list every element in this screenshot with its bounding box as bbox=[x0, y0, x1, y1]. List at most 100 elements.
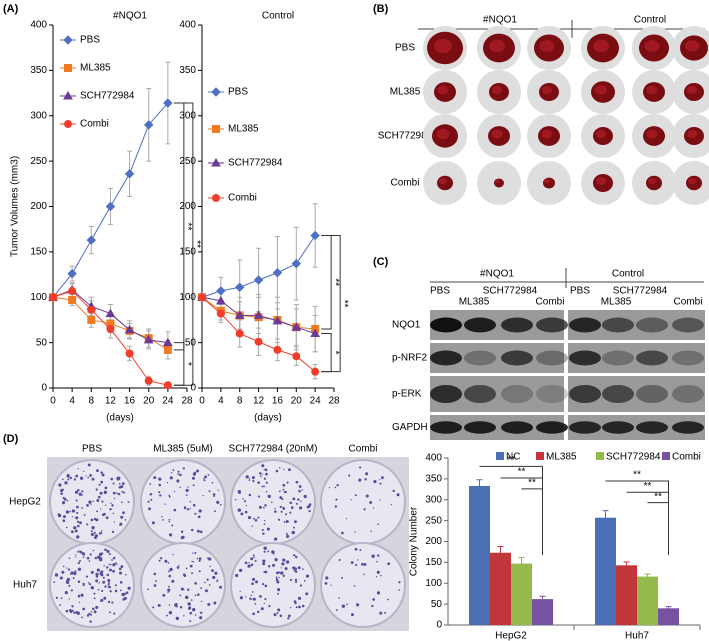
colony bbox=[104, 504, 107, 506]
colony bbox=[168, 533, 173, 537]
x-tick-label: HepG2 bbox=[495, 631, 527, 641]
row-label: HepG2 bbox=[9, 497, 41, 508]
colony bbox=[192, 503, 196, 507]
colony bbox=[190, 528, 194, 532]
colony bbox=[92, 500, 94, 503]
colony bbox=[208, 490, 211, 493]
colony bbox=[91, 477, 95, 481]
colony bbox=[271, 501, 273, 503]
y-tick-label: 100 bbox=[30, 292, 47, 303]
colony bbox=[107, 583, 110, 586]
colony bbox=[71, 509, 76, 513]
row-label: PBS bbox=[395, 43, 415, 54]
colony bbox=[61, 478, 64, 481]
lane-label: ML385 bbox=[601, 297, 632, 308]
colony bbox=[104, 585, 107, 588]
colony bbox=[95, 572, 99, 576]
colony bbox=[346, 603, 348, 606]
colony bbox=[263, 519, 266, 522]
colony bbox=[158, 491, 161, 494]
colony bbox=[275, 578, 279, 581]
panel-label: (C) bbox=[373, 256, 389, 268]
colony bbox=[171, 524, 174, 527]
colony bbox=[65, 580, 70, 585]
colony bbox=[295, 555, 298, 559]
colony bbox=[92, 607, 95, 611]
colony bbox=[257, 516, 260, 519]
tumor-highlight bbox=[434, 38, 452, 54]
lane-label: SCH772984 bbox=[483, 286, 538, 297]
colony bbox=[53, 581, 56, 583]
colony bbox=[111, 559, 113, 561]
colony bbox=[113, 521, 115, 523]
marker bbox=[68, 286, 77, 295]
column-label: SCH772984 (20nM) bbox=[229, 444, 318, 455]
marker bbox=[310, 230, 320, 241]
colony bbox=[245, 505, 247, 507]
colony bbox=[118, 567, 122, 571]
colony bbox=[168, 570, 170, 573]
colony bbox=[211, 481, 214, 484]
colony bbox=[112, 512, 115, 515]
marker bbox=[106, 325, 115, 334]
colony bbox=[363, 508, 366, 511]
colony bbox=[119, 522, 123, 526]
group-label: #NQO1 bbox=[483, 15, 517, 26]
colony bbox=[167, 591, 169, 594]
blot-band bbox=[636, 317, 668, 333]
colony bbox=[104, 486, 108, 490]
colony bbox=[161, 515, 163, 518]
colony bbox=[250, 557, 254, 561]
marker bbox=[87, 305, 96, 314]
sig-label: ** bbox=[644, 481, 652, 492]
colony bbox=[64, 590, 68, 595]
colony bbox=[248, 561, 250, 564]
colony bbox=[116, 477, 120, 481]
blot-band bbox=[636, 350, 668, 366]
colony bbox=[97, 588, 100, 591]
blot-band bbox=[569, 350, 601, 366]
colony bbox=[259, 595, 262, 598]
colony bbox=[87, 463, 91, 467]
y-tick-label: 250 bbox=[30, 156, 47, 167]
colony bbox=[202, 494, 204, 497]
colony bbox=[248, 479, 251, 481]
colony bbox=[289, 607, 292, 609]
row-label: NQO1 bbox=[392, 320, 421, 331]
marker bbox=[124, 324, 135, 334]
colony bbox=[243, 500, 247, 503]
blot-band bbox=[430, 421, 462, 434]
colony bbox=[247, 566, 249, 568]
colony bbox=[92, 549, 95, 552]
colony bbox=[219, 503, 222, 506]
colony bbox=[356, 603, 360, 607]
sig-bracket bbox=[500, 477, 543, 555]
colony bbox=[335, 498, 338, 501]
colony bbox=[112, 563, 116, 567]
colony bbox=[213, 601, 217, 605]
x-tick-label: 20 bbox=[143, 396, 155, 407]
marker bbox=[124, 169, 135, 179]
colony bbox=[127, 501, 130, 503]
blot-band bbox=[672, 421, 704, 434]
colony bbox=[165, 614, 168, 617]
colony bbox=[151, 521, 155, 525]
colony bbox=[79, 559, 81, 562]
colony bbox=[75, 556, 77, 558]
colony bbox=[254, 602, 257, 605]
colony bbox=[152, 606, 155, 609]
colony bbox=[295, 581, 298, 584]
colony bbox=[200, 600, 203, 603]
colony bbox=[283, 468, 285, 471]
colony bbox=[398, 581, 401, 584]
colony bbox=[62, 496, 65, 500]
marker bbox=[105, 201, 116, 212]
legend-marker bbox=[63, 35, 73, 45]
marker bbox=[235, 282, 245, 292]
colony bbox=[200, 587, 203, 589]
colony bbox=[369, 501, 372, 505]
y-tick-label: 250 bbox=[179, 156, 196, 167]
error-bar bbox=[497, 546, 504, 560]
colony bbox=[68, 598, 70, 600]
colony bbox=[194, 512, 197, 515]
